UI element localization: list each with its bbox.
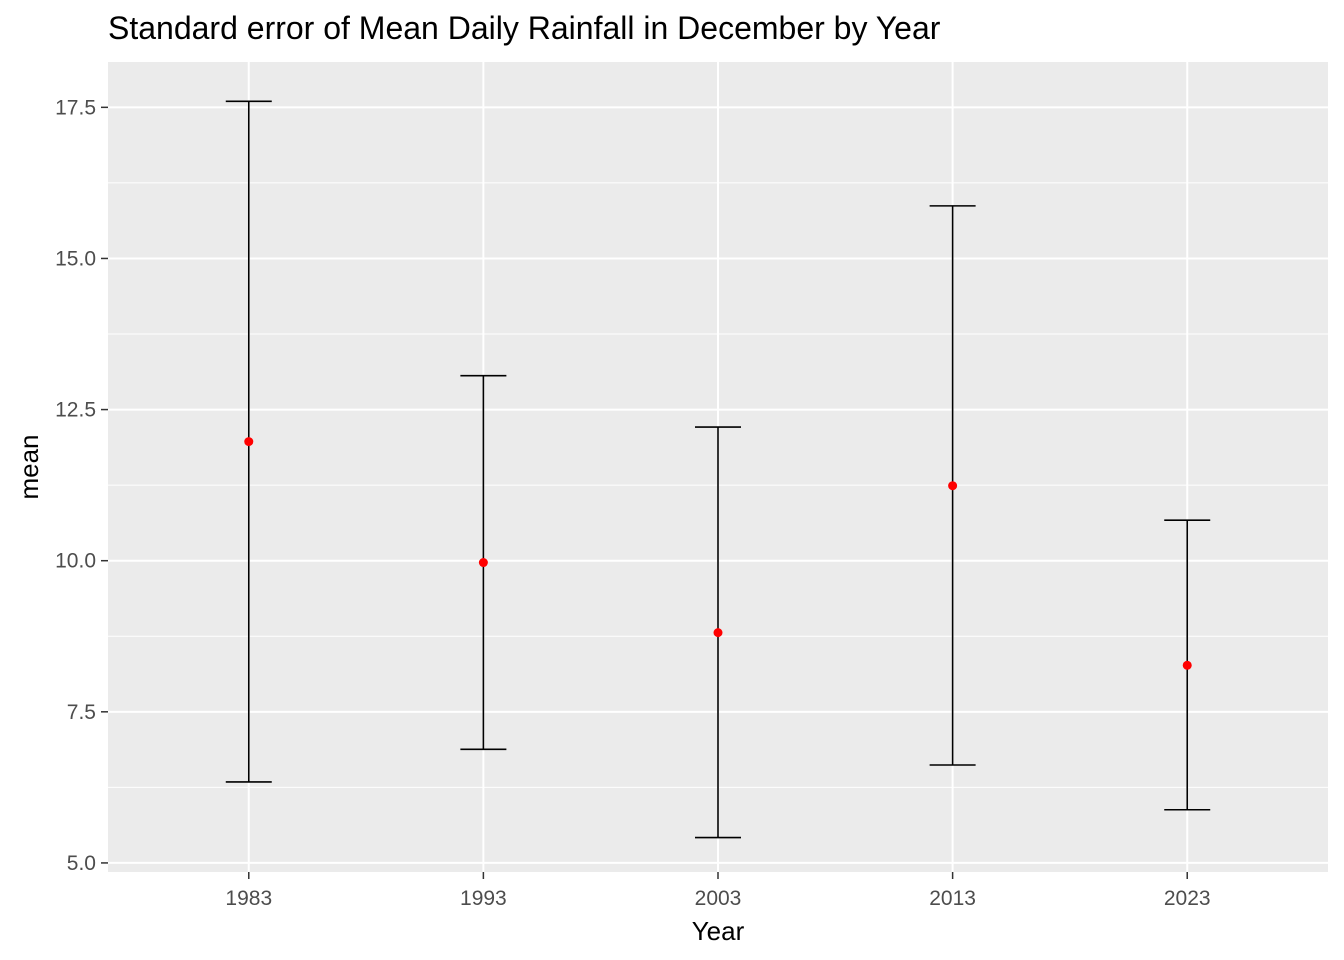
x-tick-label: 1983 xyxy=(225,887,272,910)
y-axis-title: mean xyxy=(14,434,44,499)
mean-point xyxy=(948,481,958,491)
x-tick-label: 2013 xyxy=(929,887,976,910)
x-tick-label: 2023 xyxy=(1164,887,1211,910)
mean-points xyxy=(244,437,1192,670)
mean-point xyxy=(1182,660,1192,670)
mean-point xyxy=(244,437,254,447)
y-axis: 5.0 7.5 10.0 12.5 15.0 17.5 xyxy=(55,96,108,875)
x-axis: 1983 1993 2003 2013 2023 xyxy=(225,872,1211,910)
y-tick-label: 17.5 xyxy=(55,96,96,119)
mean-point xyxy=(713,628,723,638)
y-tick-label: 10.0 xyxy=(55,550,96,573)
x-tick-label: 1993 xyxy=(460,887,507,910)
x-tick-label: 2003 xyxy=(695,887,742,910)
mean-point xyxy=(478,558,488,568)
y-tick-label: 5.0 xyxy=(67,852,96,875)
x-axis-title: Year xyxy=(692,916,745,946)
y-tick-label: 7.5 xyxy=(67,701,96,724)
chart-title: Standard error of Mean Daily Rainfall in… xyxy=(108,10,941,46)
y-tick-label: 15.0 xyxy=(55,247,96,270)
y-tick-label: 12.5 xyxy=(55,399,96,422)
